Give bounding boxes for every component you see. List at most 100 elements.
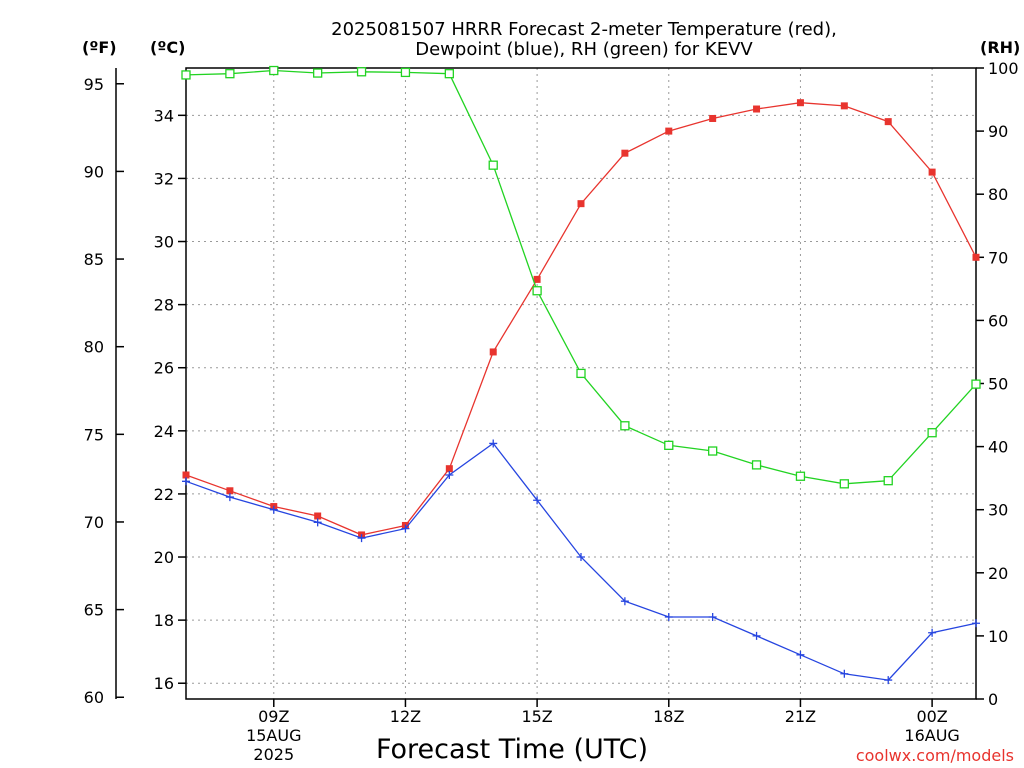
celsius-tick-label: 26 <box>154 359 174 378</box>
dewpoint-point <box>225 493 234 502</box>
rh-point <box>444 69 454 79</box>
temperature-point <box>796 99 804 107</box>
dewpoint-point <box>620 597 629 606</box>
rh-point <box>971 379 981 389</box>
rh-point <box>400 67 411 78</box>
fahrenheit-tick-label: 80 <box>84 338 104 357</box>
temperature-series-line <box>185 102 977 536</box>
dewpoint-point <box>533 496 542 505</box>
dewpoint-point <box>884 676 893 685</box>
dewpoint-point <box>708 612 717 621</box>
temperature-point <box>445 465 453 473</box>
rh-tick-label: 70 <box>988 248 1008 267</box>
temperature-point <box>226 487 234 495</box>
x-tick-label: 12Z <box>390 707 421 726</box>
dewpoint-point <box>577 553 585 562</box>
celsius-tick-label: 30 <box>154 233 174 252</box>
source-credit: coolwx.com/models <box>856 746 1014 765</box>
temperature-point <box>709 114 717 122</box>
rh-point <box>269 65 279 76</box>
fahrenheit-tick-label: 70 <box>84 513 104 532</box>
temperature-point <box>884 118 892 126</box>
dewpoint-point <box>357 534 366 543</box>
celsius-tick-label: 32 <box>154 169 174 188</box>
dewpoint-series-line <box>185 442 977 681</box>
dewpoint-point <box>445 470 454 479</box>
x-axis-label: Forecast Time (UTC) <box>376 734 648 765</box>
rh-point <box>356 67 367 77</box>
rh-tick-label: 10 <box>988 627 1008 646</box>
temperature-point <box>840 102 848 110</box>
fahrenheit-tick-label: 95 <box>84 75 104 94</box>
rh-tick-label: 60 <box>988 311 1008 330</box>
rh-tick-label: 90 <box>988 122 1008 141</box>
celsius-tick-label: 28 <box>154 296 174 315</box>
dewpoint-point <box>664 612 673 621</box>
temperature-point <box>182 471 190 479</box>
rh-tick-label: 80 <box>988 185 1008 204</box>
temperature-point <box>665 127 673 135</box>
temperature-point <box>972 253 980 261</box>
rh-point <box>488 160 498 170</box>
temperature-point <box>533 275 541 283</box>
plot-frame <box>185 67 977 700</box>
temperature-point <box>753 105 761 113</box>
fahrenheit-tick-label: 60 <box>84 688 104 707</box>
celsius-tick-label: 34 <box>154 106 174 125</box>
celsius-tick-label: 20 <box>154 548 174 567</box>
dewpoint-point <box>182 477 190 486</box>
axis-ticks: 16 18 20 22 24 26 28 30 32 34 60 65 70 75 80 85 90 95 0 10 2… <box>84 59 1019 764</box>
temperature-point <box>489 348 497 356</box>
temperature-point <box>577 200 585 208</box>
rh-point <box>313 68 323 78</box>
x-tick-label: 21Z <box>785 707 816 726</box>
dewpoint-point <box>489 439 498 448</box>
x-tick-label: 00Z <box>916 707 947 726</box>
rh-point <box>225 69 235 79</box>
dewpoint-point <box>313 518 322 527</box>
fahrenheit-tick-label: 85 <box>84 250 104 269</box>
dewpoint-point <box>401 524 410 533</box>
rh-unit-label: (RH) <box>980 38 1020 57</box>
rh-tick-label: 20 <box>988 564 1008 583</box>
grid-lines <box>186 68 976 699</box>
temperature-point <box>314 512 322 520</box>
x-tick-label: 2025 <box>253 745 294 764</box>
rh-point <box>708 446 718 456</box>
rh-point <box>795 471 806 481</box>
fahrenheit-tick-label: 65 <box>84 601 104 620</box>
dewpoint-point <box>796 650 805 659</box>
chart-title-line-2: Dewpoint (blue), RH (green) for KEVV <box>415 39 753 60</box>
temperature-point <box>928 168 936 176</box>
rh-point <box>751 460 762 470</box>
celsius-tick-label: 16 <box>154 674 174 693</box>
dewpoint-point <box>269 505 278 514</box>
rh-series-line <box>185 69 977 485</box>
celsius-tick-label: 18 <box>154 611 174 630</box>
rh-point <box>883 476 893 486</box>
rh-point <box>532 286 542 296</box>
rh-point <box>664 440 674 450</box>
dewpoint-point <box>840 669 849 678</box>
dewpoint-point <box>752 631 761 640</box>
rh-point <box>620 421 630 431</box>
rh-tick-label: 30 <box>988 501 1008 520</box>
x-tick-label: 15Z <box>521 707 552 726</box>
x-tick-label: 18Z <box>653 707 684 726</box>
x-tick-label: 16AUG <box>904 726 959 745</box>
fahrenheit-tick-label: 75 <box>84 425 104 444</box>
rh-point <box>927 428 937 438</box>
celsius-tick-label: 22 <box>154 485 174 504</box>
rh-point <box>181 70 191 80</box>
rh-point <box>839 479 849 489</box>
rh-tick-label: 0 <box>988 690 998 709</box>
rh-point <box>576 368 586 379</box>
celsius-unit-label: (ºC) <box>150 38 185 57</box>
temperature-point <box>621 149 629 157</box>
celsius-tick-label: 24 <box>154 422 174 441</box>
chart-title-line-1: 2025081507 HRRR Forecast 2-meter Tempera… <box>331 19 837 40</box>
fahrenheit-tick-label: 90 <box>84 162 104 181</box>
series-layer <box>181 65 981 685</box>
dewpoint-point <box>928 628 937 637</box>
